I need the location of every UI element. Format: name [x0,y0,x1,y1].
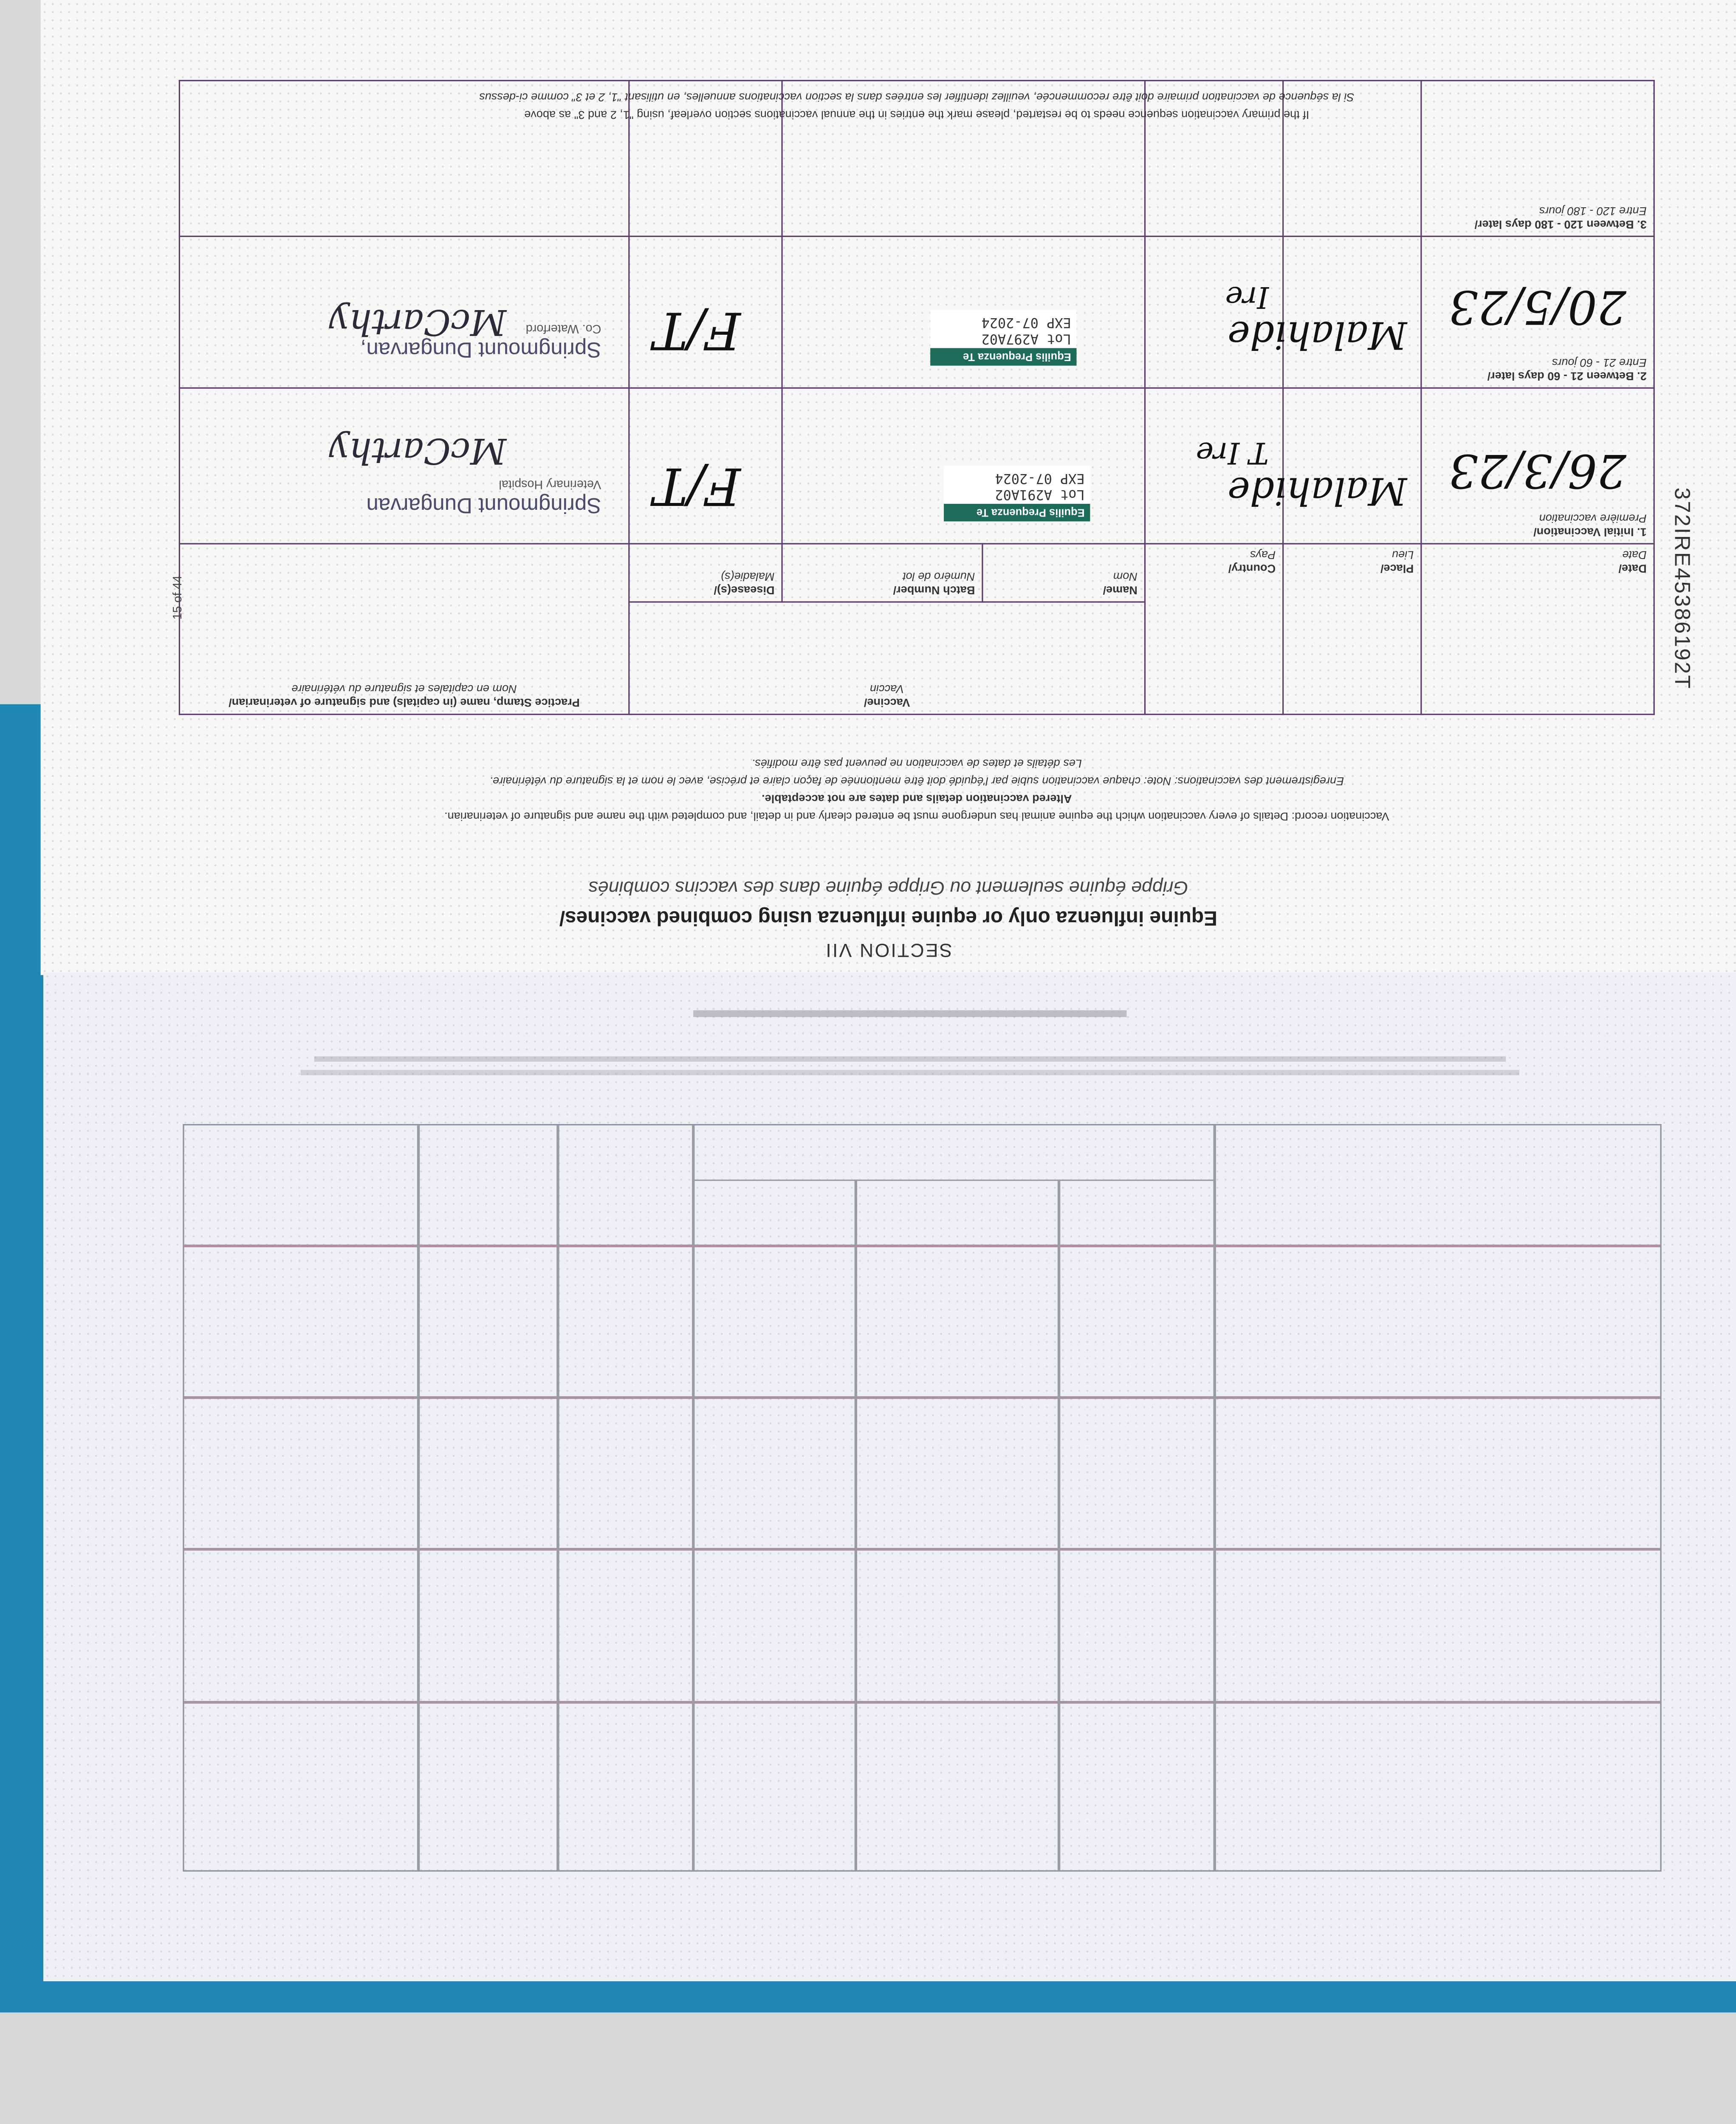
ghost-text [314,1056,1506,1062]
header-stamp: Practice Stamp, name (in capitals) and s… [229,696,580,710]
page-number: 15 of 44 [170,575,184,620]
practice-stamp: Springmount Dungarvan Veterinary Hospital… [329,429,601,524]
blank-vaccination-table [183,1124,1662,1872]
header-vaccine-fr: Vaccin [869,682,904,696]
footnote: If the primary vaccination sequence need… [524,108,1310,122]
header-stamp-fr: Nom en capitales et signature du vétérin… [291,682,517,696]
page-title: Equine influenza only or equine influenz… [559,906,1217,929]
table-row: 2. Between 21 - 60 days later/Entre 21 -… [179,236,1654,388]
header-country-fr: Pays [1250,548,1276,562]
passport-serial: 372IRE45386192T [1669,487,1693,690]
date-value: 26/3/23 [1448,443,1626,497]
vaccine-sticker: Equilis Prequenza Te Lot A291A02 EXP 07-20… [944,466,1090,522]
header-disease: Disease(s)/ [714,584,775,597]
vaccination-table: Date/Date Place/Lieu Country/Pays Vaccin… [179,80,1655,715]
vaccine-name: Equilis Prequenza Te [930,348,1077,366]
table-row: 1. Initial Vaccination/Première vaccinat… [179,388,1654,544]
batch-lot: Lot A291A02 [995,486,1085,501]
vet-signature: McCarthy [329,300,507,342]
header-vaccine: Vaccine/ [864,696,910,710]
row-label: 3. Between 120 - 180 days later/ [1474,218,1647,232]
vaccine-sticker: Equilis Prequenza Te Lot A297A02 EXP 07-20… [930,310,1077,366]
header-country: Country/ [1228,562,1276,576]
page-section-vii: SECTION VII Equine influenza only or equ… [40,0,1736,975]
header-name-fr: Nom [1113,570,1138,584]
cover-binding [0,704,44,2005]
section-heading: SECTION VII [824,940,952,962]
disease-value: F/T [653,456,741,516]
row-label-fr: Entre 120 - 180 jours [1539,204,1647,218]
ghost-text [693,1010,1127,1017]
country-value: Ire [1225,279,1269,313]
table-header-row: Date/Date Place/Lieu Country/Pays Vaccin… [179,543,1654,715]
row-label: 2. Between 21 - 60 days later/ [1487,370,1647,384]
row-label: 1. Initial Vaccination/ [1533,525,1647,539]
header-disease-fr: Maladie(s) [721,570,775,584]
instructions-fr: Enregistrement des vaccinations: Note: c… [489,774,1344,788]
row-label-fr: Première vaccination [1539,512,1647,525]
vaccine-name: Equilis Prequenza Te [944,503,1090,522]
batch-exp: EXP 07-2024 [981,314,1071,329]
practice-stamp: Springmount Dungarvan, Co. Waterford McCar… [329,301,601,368]
page-show-through-blank-table [43,972,1736,1982]
ghost-text [300,1070,1519,1076]
header-batch-fr: Numéro de lot [903,570,975,584]
footnote-fr: Si la séquence de vaccination primaire d… [479,90,1355,105]
page-subtitle: Grippe équine seulement ou Grippe équine… [588,877,1188,899]
instructions: Vaccination record: Details of every vac… [444,810,1389,824]
vet-signature: McCarthy [329,429,507,470]
header-date-fr: Date [1622,548,1647,562]
stamp-name: Springmount Dungarvan [366,493,601,516]
disease-value: F/T [653,300,741,361]
instructions-bold: Altered vaccination details and dates ar… [762,792,1072,806]
batch-lot: Lot A297A02 [981,330,1071,345]
stamp-sub: Veterinary Hospital [499,478,601,492]
header-place-fr: Lieu [1392,548,1414,562]
date-value: 20/5/23 [1448,279,1626,333]
header-place: Place/ [1380,562,1414,576]
header-batch: Batch Number/ [893,584,975,597]
batch-exp: EXP 07-2024 [995,470,1085,485]
header-name: Name/ [1103,584,1138,597]
row-label-fr: Entre 21 - 60 jours [1552,356,1647,370]
country-value: T Ire [1196,435,1269,469]
header-date: Date/ [1618,562,1647,576]
instructions-fr-2: Les détails et dates de vaccination ne p… [751,757,1082,771]
